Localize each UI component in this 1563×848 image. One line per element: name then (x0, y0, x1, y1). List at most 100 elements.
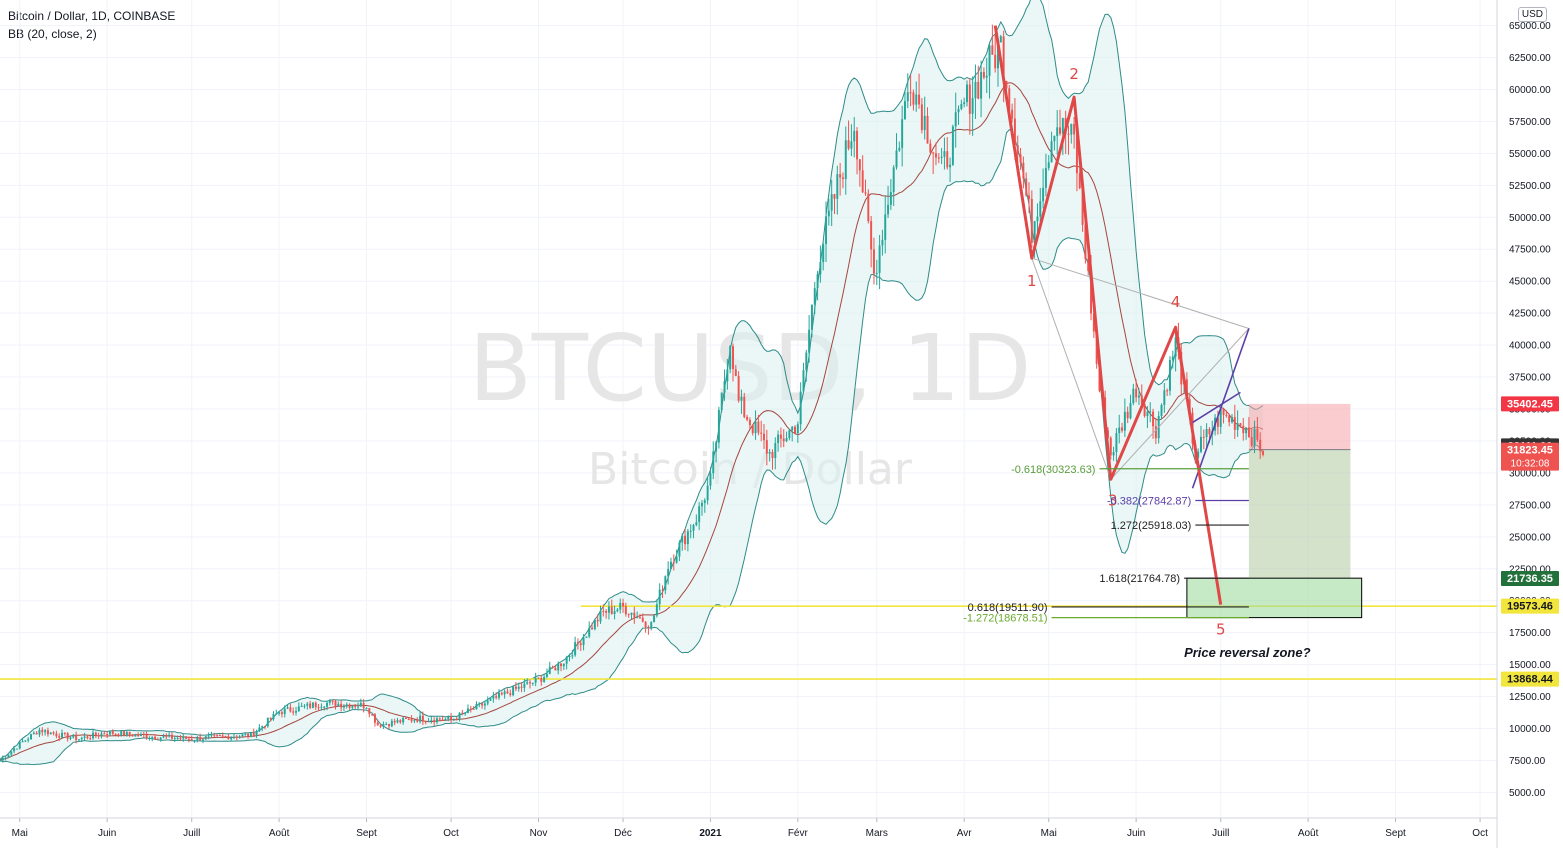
candle-body (785, 438, 788, 442)
channel-line[interactable] (1189, 391, 1241, 426)
candle-body (633, 612, 636, 618)
candle-body (1025, 178, 1028, 196)
candle-body (385, 723, 388, 725)
candle-body (450, 716, 453, 720)
candle-body (359, 702, 362, 707)
candle-body (173, 738, 176, 740)
price-label-box (1501, 396, 1559, 412)
candle-body (1152, 411, 1155, 427)
candle-body (571, 655, 574, 657)
candle-body (1236, 423, 1239, 430)
candle-body (145, 735, 148, 739)
x-tick-label: Sept (356, 828, 377, 839)
candle-body (337, 703, 340, 707)
candle-body (1008, 88, 1011, 110)
candle-body (988, 45, 991, 76)
candle-body (134, 734, 137, 737)
candle-body (884, 214, 887, 240)
candle-body (1033, 221, 1036, 243)
candle-body (498, 692, 500, 698)
candle-body (376, 722, 379, 726)
candle-body (791, 426, 794, 431)
candle-body (1118, 427, 1121, 434)
candle-body (210, 734, 213, 736)
candle-body (698, 506, 701, 523)
candle-body (509, 693, 512, 696)
candle-body (757, 421, 760, 433)
candle-body (1016, 145, 1019, 155)
candle-body (732, 346, 734, 370)
candle-body (0, 760, 1, 762)
candle-body (170, 734, 173, 739)
candle-body (503, 691, 506, 695)
candle-body (743, 396, 746, 417)
triangle-pattern[interactable] (1030, 257, 1250, 481)
candle-body (86, 736, 89, 739)
candle-body (675, 556, 678, 563)
candle-body (137, 734, 140, 736)
candle-body (1140, 395, 1143, 404)
candle-body (557, 663, 560, 671)
candle-body (131, 734, 134, 737)
x-tick-label: Mai (1041, 828, 1057, 839)
candle-body (644, 621, 647, 627)
candle-body (858, 159, 861, 171)
candle-body (404, 717, 407, 719)
candle-body (951, 126, 954, 165)
candle-body (1168, 360, 1171, 391)
candle-body (1, 757, 4, 761)
candle-body (1078, 173, 1081, 189)
candle-body (768, 452, 771, 454)
candle-body (531, 682, 534, 684)
candle-body (1039, 201, 1042, 217)
reversal-zone[interactable] (1186, 577, 1363, 619)
candle-body (689, 530, 692, 532)
elliott-wave-path[interactable] (993, 25, 1223, 605)
candle-body (444, 719, 447, 721)
candle-body (1132, 388, 1135, 404)
candle-body (1090, 270, 1093, 314)
indicator-legend[interactable]: BB (20, close, 2) (8, 27, 97, 41)
candle-body (1135, 388, 1138, 398)
candle-body (373, 714, 376, 723)
candle-body (447, 716, 450, 720)
candle-body (591, 627, 594, 630)
channel-line[interactable] (1191, 328, 1250, 489)
candle-body (661, 589, 664, 591)
candle-body (748, 419, 751, 426)
candle-body (495, 696, 498, 698)
candle-body (681, 535, 684, 543)
candle-body (303, 705, 306, 707)
candle-body (678, 542, 681, 557)
candle-body (720, 392, 723, 411)
currency-button[interactable]: USD (1517, 7, 1547, 22)
risk-zone[interactable] (1248, 403, 1351, 450)
candle-body (340, 703, 343, 708)
candle-body (909, 92, 912, 94)
candle-body (751, 425, 754, 434)
candle-body (1143, 403, 1146, 417)
x-tick-label: Nov (530, 828, 548, 839)
candle-body (269, 717, 272, 720)
candle-body (75, 734, 78, 741)
candle-body (309, 703, 312, 708)
candle-body (438, 718, 441, 720)
candle-body (929, 143, 932, 153)
candle-body (483, 703, 486, 706)
candle-body (700, 502, 703, 507)
fib-levels[interactable]: -0.618(30323.63) -0.382(27842.87) 1.272(25… (963, 464, 1249, 625)
reward-zone[interactable] (1248, 449, 1351, 579)
candle-body (667, 568, 670, 577)
candle-body (622, 602, 625, 607)
candle-body (582, 637, 585, 646)
candle-body (830, 194, 833, 211)
candle-body (1061, 118, 1064, 134)
candle-body (24, 740, 27, 742)
candle-body (760, 432, 763, 434)
drawings[interactable]: 1 2 3 4 5 (993, 25, 1250, 639)
candle-body (21, 741, 24, 743)
x-tick-label: Août (269, 828, 290, 839)
candle-body (382, 723, 385, 727)
candle-body (655, 604, 658, 616)
